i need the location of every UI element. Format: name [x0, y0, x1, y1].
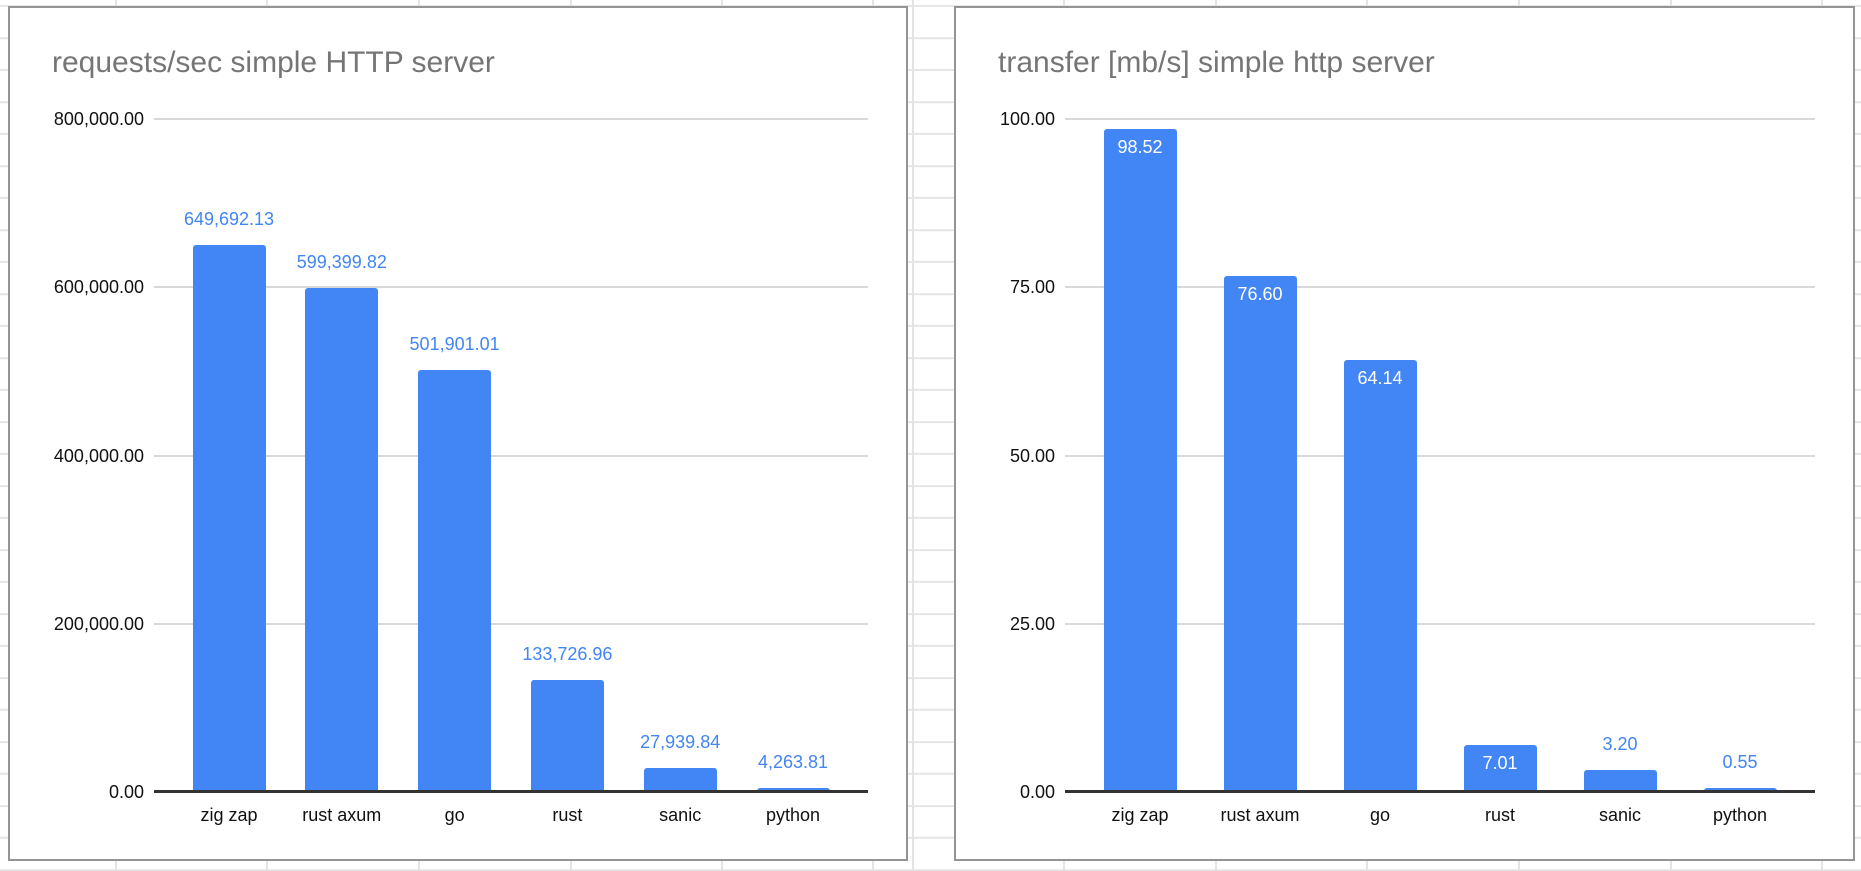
category-label-go: go — [444, 805, 465, 825]
x-axis-line — [1065, 790, 1815, 793]
y-axis-tick-label: 0.00 — [1019, 782, 1055, 802]
category-label-rust: rust — [552, 805, 583, 825]
category-label-zig-zap: zig zap — [1111, 805, 1169, 825]
bar-rust[interactable] — [530, 679, 604, 792]
bar-rust-axum[interactable] — [305, 287, 379, 792]
y-axis-tick-label: 200,000.00 — [53, 613, 144, 634]
data-label: 27,939.84 — [640, 732, 721, 753]
gridline — [1065, 286, 1815, 289]
category-label-rust: rust — [1484, 805, 1515, 825]
data-label: 76.60 — [1237, 284, 1283, 305]
bar-rust-axum[interactable] — [1223, 276, 1297, 792]
category-label-python: python — [765, 805, 821, 825]
bar-sanic[interactable] — [1583, 770, 1657, 792]
chart-transfer-mbps[interactable]: transfer [mb/s] simple http server 100.0… — [954, 6, 1855, 861]
bar-go[interactable] — [1343, 360, 1417, 792]
chart-title: transfer [mb/s] simple http server — [998, 46, 1435, 79]
plot-area: 100.00 75.00 50.00 25.00 0.00 98.52 zig zap 76.… — [956, 8, 1853, 859]
category-label-sanic: sanic — [1598, 805, 1642, 825]
chart-title: requests/sec simple HTTP server — [52, 46, 495, 79]
gridline — [1065, 622, 1815, 625]
data-label: 133,726.96 — [522, 643, 613, 664]
category-label-rust-axum: rust axum — [1220, 805, 1300, 825]
y-axis-tick-label: 50.00 — [1009, 445, 1055, 466]
data-label: 7.01 — [1482, 752, 1518, 773]
gridline — [154, 118, 868, 120]
category-label-sanic: sanic — [659, 805, 702, 825]
data-label: 649,692.13 — [183, 209, 275, 230]
data-label: 501,901.01 — [409, 333, 500, 354]
category-label-python: python — [1712, 805, 1768, 825]
y-axis-tick-label: 100.00 — [999, 109, 1055, 129]
bar-sanic[interactable] — [643, 768, 717, 792]
sheet-column-gridline — [912, 0, 914, 871]
category-label-rust-axum: rust axum — [302, 805, 382, 825]
gridline — [154, 286, 868, 289]
y-axis-tick-label: 75.00 — [1009, 277, 1055, 298]
bar-zig-zap[interactable] — [192, 245, 266, 792]
data-label: 0.55 — [1722, 752, 1758, 773]
y-axis-tick-label: 25.00 — [1009, 613, 1055, 634]
data-label: 98.52 — [1117, 136, 1163, 157]
gridline — [154, 622, 868, 625]
bar-go[interactable] — [418, 369, 492, 792]
data-label: 4,263.81 — [757, 752, 829, 773]
category-label-go: go — [1369, 805, 1391, 825]
data-label: 3.20 — [1602, 734, 1638, 755]
bar-rust[interactable] — [1463, 744, 1537, 792]
chart-requests-per-sec[interactable]: requests/sec simple HTTP server 800,000.… — [8, 6, 908, 861]
y-axis-tick-label: 600,000.00 — [53, 277, 144, 298]
bar-zig-zap[interactable] — [1103, 128, 1177, 792]
data-label: 64.14 — [1357, 368, 1403, 389]
y-axis-tick-label: 0.00 — [108, 782, 144, 802]
gridline — [1065, 118, 1815, 120]
gridline — [154, 454, 868, 457]
y-axis-tick-label: 400,000.00 — [53, 445, 144, 466]
gridline — [1065, 454, 1815, 457]
y-axis-tick-label: 800,000.00 — [53, 109, 144, 129]
x-axis-line — [154, 790, 868, 793]
category-label-zig-zap: zig zap — [200, 805, 258, 825]
data-label: 599,399.82 — [296, 251, 387, 272]
plot-area: 800,000.00 600,000.00 400,000.00 200,000.00… — [10, 8, 906, 859]
